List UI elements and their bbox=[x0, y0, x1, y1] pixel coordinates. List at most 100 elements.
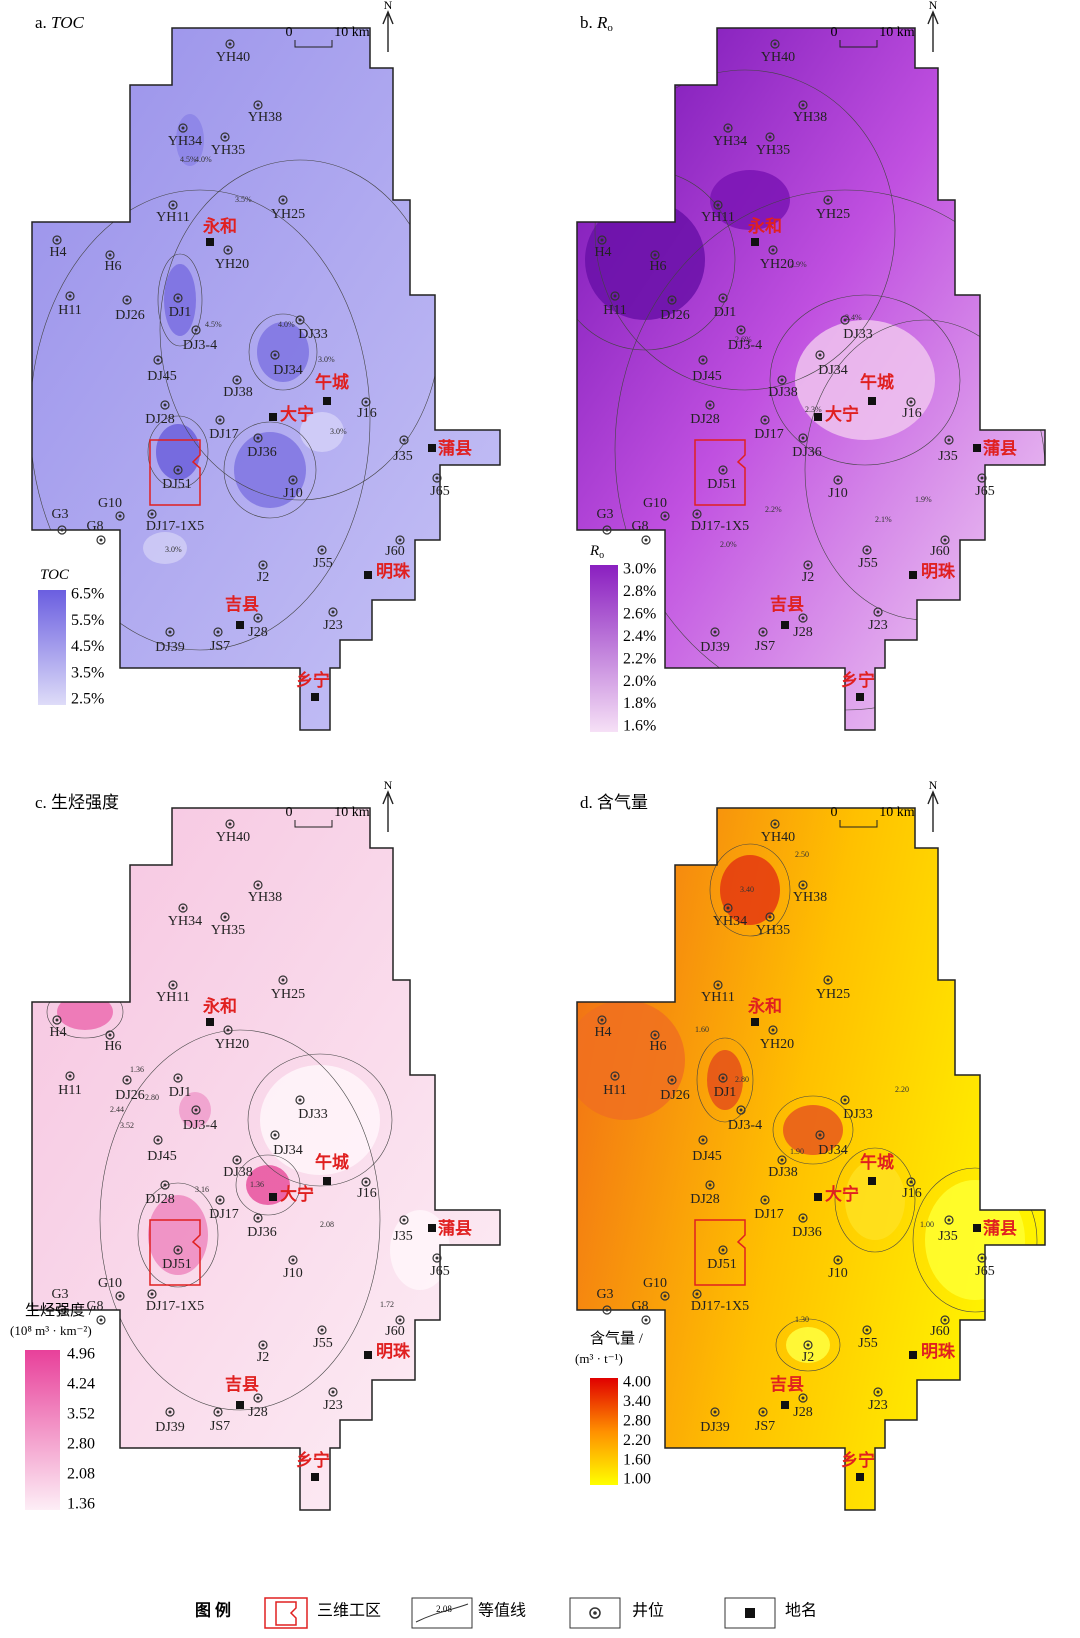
well-label: DJ17-1X5 bbox=[691, 519, 749, 534]
contour-line bbox=[235, 1154, 301, 1216]
well-marker bbox=[215, 1195, 225, 1205]
well-label: DJ33 bbox=[843, 1107, 873, 1122]
well-label: DJ34 bbox=[818, 363, 848, 378]
well-marker bbox=[765, 132, 775, 142]
well-marker bbox=[641, 535, 651, 545]
well-label: DJ17 bbox=[754, 427, 784, 442]
well-label: DJ38 bbox=[768, 1165, 798, 1180]
well-label: J16 bbox=[357, 1186, 376, 1201]
well-label: YH25 bbox=[271, 987, 305, 1002]
well-marker bbox=[818, 353, 822, 357]
well-label: J35 bbox=[393, 1229, 412, 1244]
well-label: DJ17 bbox=[209, 427, 239, 442]
well-marker bbox=[602, 1305, 612, 1315]
well-marker bbox=[191, 325, 201, 335]
well-label: DJ36 bbox=[247, 1225, 277, 1240]
town-marker bbox=[856, 1473, 864, 1481]
legend-tick-label: 1.8% bbox=[623, 695, 656, 712]
well-marker bbox=[68, 1074, 72, 1078]
map-outline bbox=[31, 807, 501, 1511]
scale-bar bbox=[294, 820, 333, 828]
well-marker bbox=[256, 616, 260, 620]
well-label: JS7 bbox=[210, 639, 230, 654]
well-marker bbox=[105, 250, 115, 260]
well-marker bbox=[610, 1071, 620, 1081]
well-marker bbox=[291, 478, 295, 482]
scale-bar bbox=[839, 820, 878, 828]
well-label: DJ39 bbox=[155, 640, 185, 655]
well-marker bbox=[288, 1255, 298, 1265]
contour-label: 1.30 bbox=[795, 1315, 809, 1324]
well-label: DJ39 bbox=[700, 640, 730, 655]
well-marker bbox=[108, 253, 112, 257]
well-label: H4 bbox=[594, 1025, 611, 1040]
legend-tick-label: 5.5% bbox=[71, 612, 104, 629]
town-marker bbox=[856, 693, 864, 701]
well-label: DJ33 bbox=[298, 327, 328, 342]
town-label: 明珠 bbox=[921, 562, 956, 581]
legend-tick-label: 1.00 bbox=[623, 1471, 651, 1488]
well-marker bbox=[253, 433, 263, 443]
legend-title-text: 生烃强度 / bbox=[25, 1302, 94, 1319]
well-label: J55 bbox=[313, 556, 332, 571]
contour-label: 2.08 bbox=[320, 1220, 334, 1229]
well-label: H6 bbox=[649, 1039, 666, 1054]
well-marker bbox=[281, 978, 285, 982]
well-marker bbox=[165, 1407, 175, 1417]
well-label: DJ51 bbox=[162, 1257, 192, 1272]
map-outline bbox=[31, 27, 501, 731]
contour-label: 3.0% bbox=[318, 355, 335, 364]
well-marker bbox=[873, 1387, 883, 1397]
well-label: YH25 bbox=[816, 207, 850, 222]
well-marker bbox=[176, 1248, 180, 1252]
well-marker bbox=[395, 535, 405, 545]
well-marker bbox=[695, 512, 699, 516]
well-marker bbox=[798, 1393, 808, 1403]
well-marker bbox=[798, 100, 808, 110]
well-label: YH20 bbox=[215, 1037, 249, 1052]
well-marker bbox=[736, 325, 746, 335]
well-marker bbox=[364, 1180, 368, 1184]
well-marker bbox=[613, 1074, 617, 1078]
well-marker bbox=[641, 1315, 651, 1325]
contour-line bbox=[834, 1147, 916, 1253]
well-marker bbox=[650, 250, 660, 260]
title-name: R bbox=[596, 13, 608, 32]
well-marker bbox=[395, 1315, 405, 1325]
well-label: G8 bbox=[86, 1299, 103, 1314]
well-marker bbox=[178, 123, 188, 133]
well-marker bbox=[718, 465, 728, 475]
well-label: J55 bbox=[858, 556, 877, 571]
contour-line bbox=[247, 1053, 393, 1187]
well-marker bbox=[770, 39, 780, 49]
well-marker bbox=[840, 315, 850, 325]
well-marker bbox=[758, 627, 768, 637]
well-label: H4 bbox=[49, 245, 66, 260]
well-label: DJ26 bbox=[115, 308, 145, 323]
town-label: 永和 bbox=[202, 996, 237, 1016]
well-marker bbox=[726, 906, 730, 910]
well-label: J60 bbox=[385, 1324, 404, 1339]
well-marker bbox=[96, 1315, 106, 1325]
north-arrow bbox=[927, 10, 939, 52]
field-anomaly bbox=[156, 424, 200, 480]
legend-tick-label: 6.5% bbox=[71, 586, 104, 603]
field-anomaly bbox=[148, 1195, 208, 1275]
well-marker bbox=[716, 203, 720, 207]
well-marker bbox=[163, 403, 167, 407]
legend-tick-label: 2.8% bbox=[623, 583, 656, 600]
well-label: DJ26 bbox=[660, 1088, 690, 1103]
well-symbol bbox=[593, 1611, 597, 1615]
well-marker bbox=[721, 1076, 725, 1080]
well-marker bbox=[909, 1180, 913, 1184]
well-marker bbox=[125, 1078, 129, 1082]
well-marker bbox=[398, 1318, 402, 1322]
well-marker bbox=[226, 1028, 230, 1032]
well-marker bbox=[402, 438, 406, 442]
well-marker bbox=[644, 538, 648, 542]
well-label: J35 bbox=[938, 1229, 957, 1244]
field-anomaly bbox=[795, 320, 935, 440]
legend-tick-label: 1.60 bbox=[623, 1451, 651, 1468]
well-symbol bbox=[589, 1607, 601, 1619]
